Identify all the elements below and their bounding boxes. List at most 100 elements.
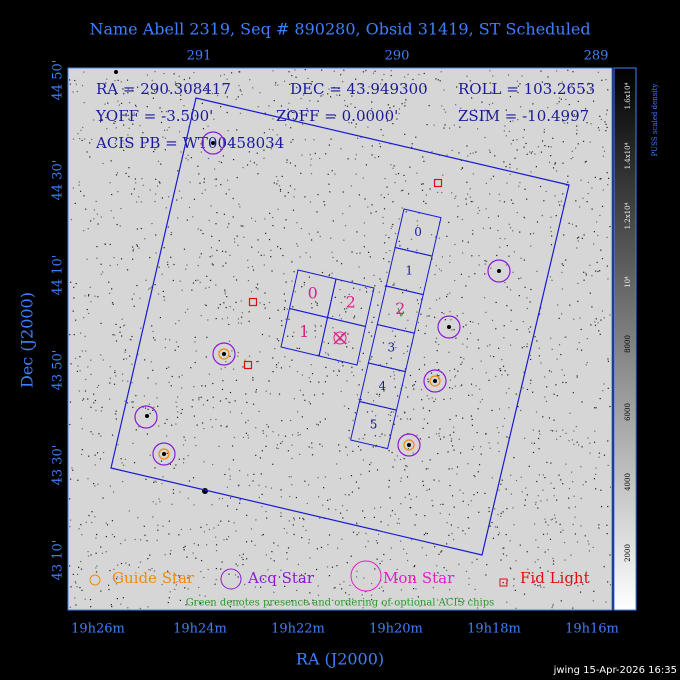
speck [80,560,82,563]
speck [365,69,367,72]
speck [426,532,429,535]
speck [95,567,97,569]
speck [536,221,539,223]
speck [92,433,94,435]
speck [568,440,570,442]
speck [144,238,146,240]
speck [427,576,429,578]
speck [403,457,405,460]
speck [372,446,374,448]
speck [123,149,125,151]
speck [81,85,84,87]
speck [509,567,511,569]
speck [468,583,470,586]
speck [477,471,479,473]
speck [178,458,180,460]
speck [300,227,303,230]
speck [371,582,373,585]
speck [603,317,605,319]
speck [382,590,384,592]
speck [478,464,481,466]
speck [460,385,462,387]
speck [239,499,241,501]
speck [231,350,233,352]
speck [469,332,472,334]
left-tick-label: 43 50' [51,350,66,391]
speck [489,344,491,346]
speck [394,513,396,515]
speck [588,550,590,552]
speck [138,566,140,568]
speck [210,419,212,421]
speck [187,454,189,457]
speck [319,235,321,238]
speck [372,72,375,74]
speck [408,581,411,583]
speck [311,80,313,83]
speck [513,524,515,526]
bottom-tick-label: 19h18m [467,622,521,637]
speck [290,141,292,143]
speck [429,459,431,461]
speck [321,69,323,71]
speck [441,256,444,258]
speck [254,586,257,588]
speck [166,129,168,131]
speck [288,520,290,522]
speck [591,275,593,277]
speck [69,83,71,85]
speck [584,108,587,110]
speck [166,261,169,263]
speck [605,130,607,132]
speck [596,221,598,223]
speck [509,120,512,123]
speck [371,145,373,147]
speck [491,409,493,411]
speck [535,501,537,504]
speck [381,602,383,604]
speck [120,207,122,210]
speck [286,558,288,560]
speck [175,401,177,403]
speck [365,291,368,293]
speck [434,316,436,318]
speck [472,321,474,323]
speck [540,362,542,364]
speck [469,320,472,323]
speck [440,551,442,553]
speck [193,71,195,74]
speck [525,142,527,145]
speck [223,302,225,304]
speck [247,434,249,436]
speck [252,403,255,405]
speck [80,190,82,192]
speck [448,351,450,353]
speck [570,554,572,556]
speck [510,309,512,311]
speck [128,118,130,120]
speck [355,576,358,578]
speck [210,246,213,249]
speck [163,129,166,131]
speck [424,603,426,606]
speck [328,88,330,90]
speck [374,156,376,159]
speck [134,178,136,180]
speck [100,121,102,123]
speck [333,587,335,589]
speck [347,118,349,120]
speck [539,584,541,586]
speck [277,544,279,547]
speck [109,570,111,572]
speck [96,565,98,567]
speck [185,157,187,159]
speck [352,347,354,349]
speck [241,312,244,314]
speck [497,215,499,217]
speck [136,284,138,287]
speck [435,236,437,238]
speck [476,431,478,434]
speck [280,367,283,369]
speck [317,424,319,426]
speck [149,554,151,556]
